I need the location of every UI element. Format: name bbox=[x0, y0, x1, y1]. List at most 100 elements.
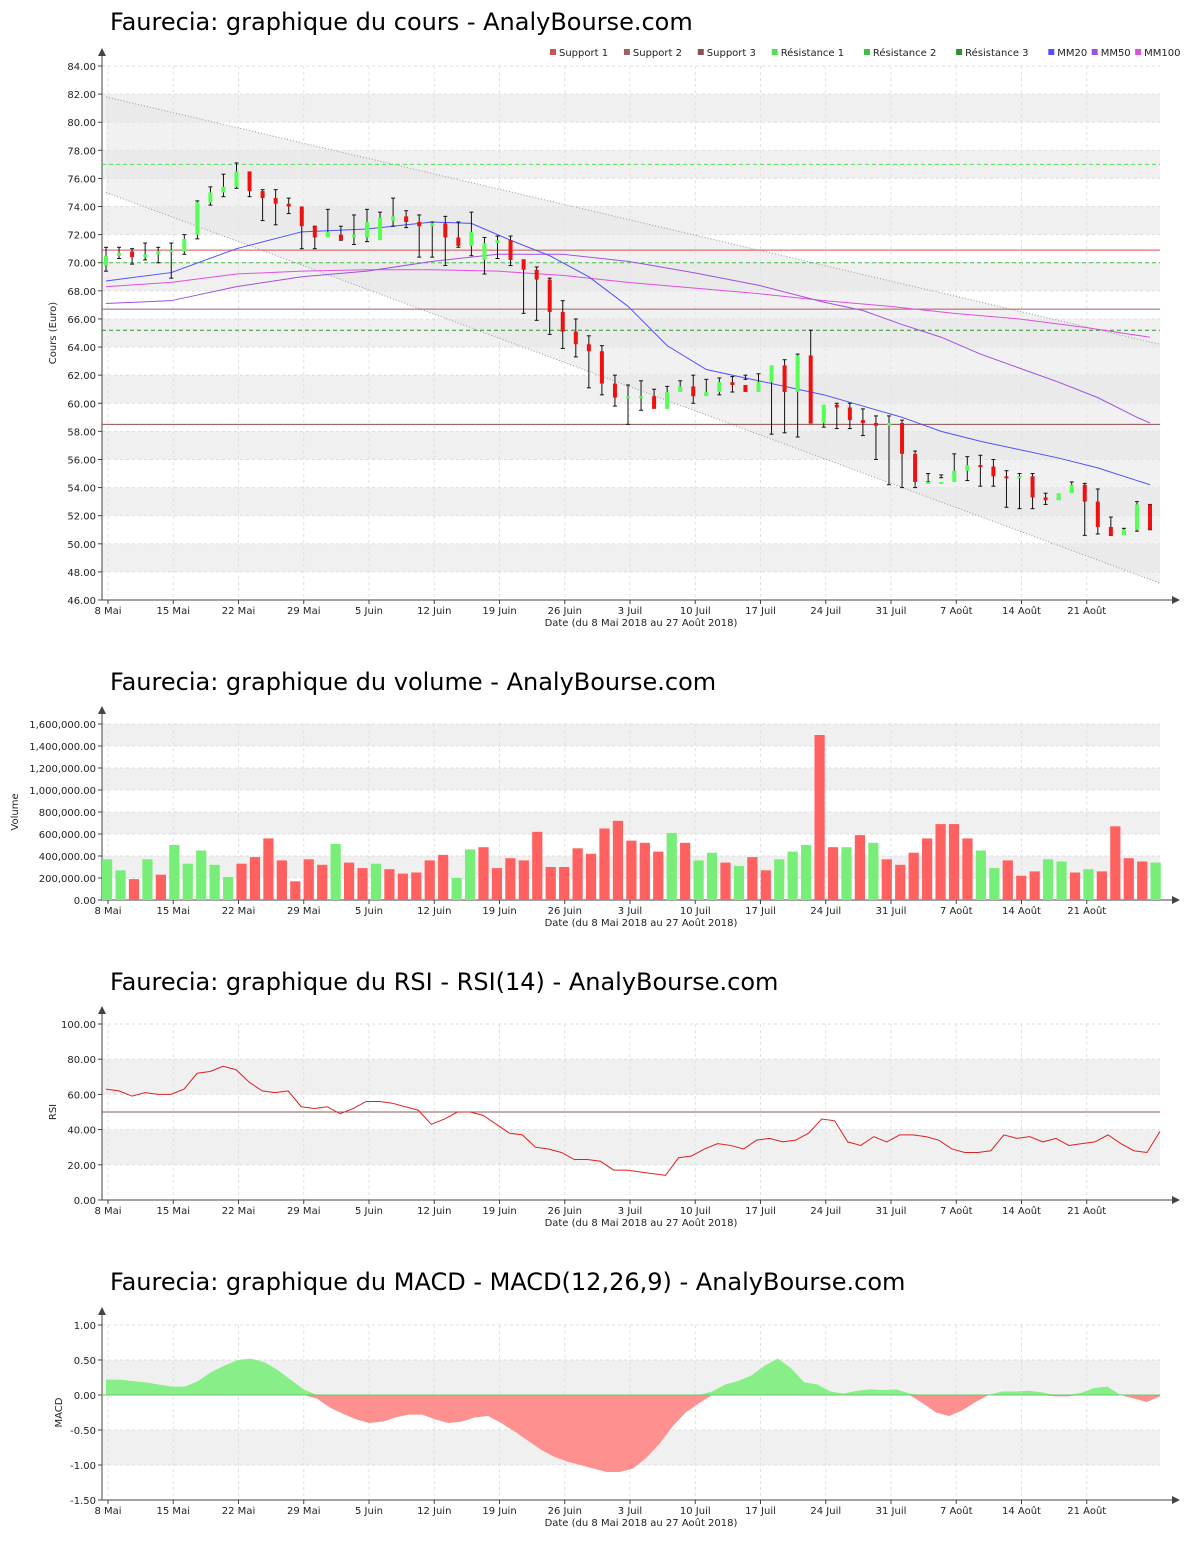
volume-bar bbox=[169, 845, 180, 900]
volume-bar bbox=[760, 870, 771, 900]
volume-bar bbox=[1056, 861, 1067, 900]
rsi-chart: 0.00 20.00 40.00 60.00 80.00 100.00 8 Mai 15 Ma… bbox=[48, 1006, 1180, 1229]
legend-swatch bbox=[697, 49, 704, 55]
x-tick-label: 31 Juil bbox=[876, 906, 907, 917]
grid-band bbox=[102, 768, 1160, 790]
candle-body bbox=[208, 192, 213, 203]
y-tick-label: 66.00 bbox=[67, 315, 96, 326]
candle-body bbox=[769, 365, 774, 383]
legend-label: Support 3 bbox=[707, 48, 756, 59]
candle-body bbox=[247, 171, 252, 192]
volume-bar bbox=[343, 862, 355, 900]
volume-bar bbox=[666, 832, 677, 900]
y-axis-label: Volume bbox=[10, 793, 21, 830]
candle-body bbox=[443, 223, 448, 238]
channel-lower-line bbox=[105, 192, 1161, 584]
volume-bar bbox=[249, 857, 261, 900]
x-tick-label: 24 Juil bbox=[810, 1506, 841, 1517]
y-tick-label: 78.00 bbox=[67, 146, 96, 157]
x-tick-label: 15 Mai bbox=[157, 606, 190, 617]
candle-body bbox=[391, 216, 396, 221]
x-axis-arrow bbox=[1172, 1196, 1180, 1204]
x-tick-label: 17 Juil bbox=[745, 1506, 776, 1517]
candle-body bbox=[430, 223, 435, 227]
volume-bar bbox=[357, 868, 368, 900]
x-tick-label: 12 Juin bbox=[417, 906, 451, 917]
legend-label: MM20 bbox=[1057, 48, 1087, 59]
volume-bar bbox=[1110, 826, 1121, 900]
volume-bar bbox=[182, 863, 193, 900]
candle-body bbox=[573, 331, 578, 345]
volume-bar bbox=[1043, 859, 1054, 900]
grid-band bbox=[102, 543, 1160, 572]
y-tick-label: 76.00 bbox=[67, 174, 96, 185]
y-tick-label: 1,000,000.00 bbox=[29, 786, 96, 797]
price-chart: 46.00 48.00 50.00 52.00 54.00 56.00 58.00 60.00… bbox=[48, 47, 1180, 629]
x-axis-arrow bbox=[1172, 596, 1180, 604]
x-tick-label: 19 Juin bbox=[482, 906, 516, 917]
volume-bar bbox=[505, 858, 516, 900]
volume-bar bbox=[128, 879, 140, 900]
x-tick-label: 5 Juin bbox=[355, 906, 383, 917]
volume-bar bbox=[693, 860, 704, 900]
mm50-line bbox=[105, 253, 1151, 424]
volume-bar bbox=[142, 859, 153, 900]
x-tick-label: 12 Juin bbox=[417, 1506, 451, 1517]
volume-bar bbox=[491, 868, 503, 900]
x-tick-label: 22 Mai bbox=[222, 1206, 255, 1217]
candle-body bbox=[756, 382, 761, 393]
volume-bar bbox=[411, 872, 422, 900]
macd-negative-area bbox=[106, 1395, 1160, 1472]
y-tick-label: 80.00 bbox=[67, 118, 96, 129]
y-tick-label: 60.00 bbox=[67, 399, 96, 410]
y-tick-label: 0.50 bbox=[74, 1356, 96, 1367]
x-tick-label: 8 Mai bbox=[94, 606, 121, 617]
candle-body bbox=[260, 191, 265, 199]
y-tick-label: 0.00 bbox=[74, 896, 96, 907]
volume-bar bbox=[585, 853, 597, 900]
y-tick-label: 100.00 bbox=[61, 1020, 96, 1031]
volume-bar bbox=[626, 840, 637, 900]
volume-bar bbox=[827, 847, 839, 900]
x-tick-label: 10 Juil bbox=[680, 1206, 711, 1217]
x-tick-label: 8 Mai bbox=[94, 906, 121, 917]
x-tick-label: 19 Juin bbox=[482, 1506, 516, 1517]
candle-body bbox=[156, 251, 161, 255]
x-tick-label: 26 Juin bbox=[548, 606, 582, 617]
volume-bar bbox=[1096, 871, 1107, 900]
trend-channel bbox=[106, 96, 1160, 584]
volume-bar bbox=[975, 850, 986, 900]
legend-swatch bbox=[623, 49, 630, 55]
y-tick-label: 40.00 bbox=[67, 1126, 96, 1137]
y-tick-label: 84.00 bbox=[67, 62, 96, 73]
legend-label: Résistance 2 bbox=[873, 47, 936, 59]
y-tick-label: 70.00 bbox=[67, 259, 96, 270]
volume-bar bbox=[102, 859, 113, 900]
y-axis-arrow bbox=[98, 706, 106, 714]
legend-swatch bbox=[1135, 49, 1142, 55]
candle-body bbox=[560, 311, 565, 332]
candle-body bbox=[717, 382, 722, 393]
x-tick-label: 17 Juil bbox=[745, 906, 776, 917]
y-tick-label: -1.50 bbox=[70, 1496, 96, 1507]
macd-panel: Faurecia: graphique du MACD - MACD(12,26… bbox=[0, 1268, 1200, 1538]
candle-body bbox=[782, 365, 787, 393]
volume-bar bbox=[854, 835, 866, 900]
candle-body bbox=[195, 202, 200, 235]
volume-bar bbox=[303, 859, 314, 900]
y-axis-arrow bbox=[98, 1006, 106, 1014]
candle-body bbox=[1095, 501, 1100, 527]
volume-bar bbox=[438, 854, 449, 900]
candle-body bbox=[338, 234, 343, 241]
y-tick-label: 82.00 bbox=[67, 90, 96, 101]
legend-swatch bbox=[1091, 49, 1098, 55]
volume-bar bbox=[559, 867, 570, 900]
rsi-panel: Faurecia: graphique du RSI - RSI(14) - A… bbox=[0, 968, 1200, 1233]
x-tick-label: 21 Août bbox=[1067, 605, 1106, 617]
legend-label: MM50 bbox=[1101, 48, 1131, 59]
candle-body bbox=[847, 407, 852, 421]
x-tick-label: 19 Juin bbox=[482, 1206, 516, 1217]
candle-body bbox=[469, 231, 474, 246]
candle-body bbox=[626, 396, 630, 399]
volume-bar bbox=[1016, 875, 1027, 900]
